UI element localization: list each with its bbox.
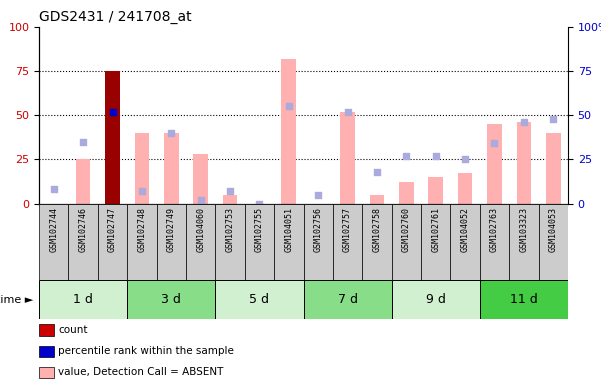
Bar (215, 280, 304, 319)
Bar (76, 159, 91, 204)
Bar (304, 204, 333, 280)
Bar (164, 133, 178, 204)
Text: GDS2431 / 241708_at: GDS2431 / 241708_at (39, 10, 192, 25)
Text: GSM102753: GSM102753 (225, 207, 234, 252)
Point (431, 153, 441, 159)
Point (549, 116, 558, 122)
Bar (215, 204, 245, 280)
Bar (39, 280, 127, 319)
Bar (370, 195, 384, 204)
Text: percentile rank within the sample: percentile rank within the sample (58, 346, 234, 356)
Text: 7 d: 7 d (338, 293, 358, 306)
Bar (135, 133, 149, 204)
Bar (304, 280, 392, 319)
Bar (340, 112, 355, 204)
Bar (487, 124, 502, 204)
Bar (245, 204, 274, 280)
Bar (392, 280, 480, 319)
Bar (194, 154, 208, 204)
Bar (509, 204, 538, 280)
Bar (127, 204, 157, 280)
Text: GSM102744: GSM102744 (49, 207, 58, 252)
Bar (186, 204, 215, 280)
Text: count: count (58, 325, 88, 335)
Bar (105, 71, 120, 204)
Text: GSM102755: GSM102755 (255, 207, 264, 252)
Bar (333, 204, 362, 280)
Bar (392, 204, 421, 280)
Bar (157, 204, 186, 280)
Bar (69, 204, 98, 280)
Text: time ►: time ► (0, 295, 33, 305)
Text: GSM102746: GSM102746 (79, 207, 88, 252)
Text: GSM104053: GSM104053 (549, 207, 558, 252)
Point (490, 141, 499, 147)
Point (372, 169, 382, 175)
Bar (362, 204, 392, 280)
Bar (458, 174, 472, 204)
Text: GSM104052: GSM104052 (460, 207, 469, 252)
Point (284, 103, 294, 109)
Text: 5 d: 5 d (249, 293, 269, 306)
Text: GSM102761: GSM102761 (432, 207, 440, 252)
Text: GSM103323: GSM103323 (519, 207, 528, 252)
Text: GSM104060: GSM104060 (196, 207, 205, 252)
Text: value, Detection Call = ABSENT: value, Detection Call = ABSENT (58, 367, 224, 377)
Point (166, 130, 176, 136)
Text: GSM102748: GSM102748 (138, 207, 147, 252)
Point (255, 200, 264, 207)
Point (108, 109, 117, 115)
Point (108, 109, 117, 115)
Bar (421, 204, 450, 280)
Text: 9 d: 9 d (426, 293, 446, 306)
Text: 3 d: 3 d (161, 293, 182, 306)
Point (519, 119, 529, 125)
Bar (450, 204, 480, 280)
Point (78, 139, 88, 145)
Point (49, 186, 58, 192)
Bar (480, 204, 509, 280)
Text: GSM102747: GSM102747 (108, 207, 117, 252)
Text: GSM102758: GSM102758 (373, 207, 382, 252)
Text: 1 d: 1 d (73, 293, 93, 306)
Text: GSM104051: GSM104051 (284, 207, 293, 252)
Point (460, 156, 470, 162)
Bar (546, 133, 561, 204)
Point (225, 188, 235, 194)
Point (137, 188, 147, 194)
Bar (480, 280, 568, 319)
Bar (98, 204, 127, 280)
Bar (39, 204, 69, 280)
Bar (274, 204, 304, 280)
Bar (538, 204, 568, 280)
Point (343, 109, 352, 115)
Text: GSM102749: GSM102749 (167, 207, 175, 252)
Point (401, 153, 411, 159)
Point (196, 197, 206, 203)
Text: 11 d: 11 d (510, 293, 538, 306)
Bar (399, 182, 413, 204)
Text: GSM102763: GSM102763 (490, 207, 499, 252)
Bar (429, 177, 443, 204)
Bar (516, 122, 531, 204)
Text: GSM102756: GSM102756 (314, 207, 323, 252)
Text: GSM102760: GSM102760 (402, 207, 411, 252)
Point (313, 192, 323, 198)
Bar (127, 280, 215, 319)
Text: GSM102757: GSM102757 (343, 207, 352, 252)
Bar (223, 195, 237, 204)
Bar (281, 59, 296, 204)
